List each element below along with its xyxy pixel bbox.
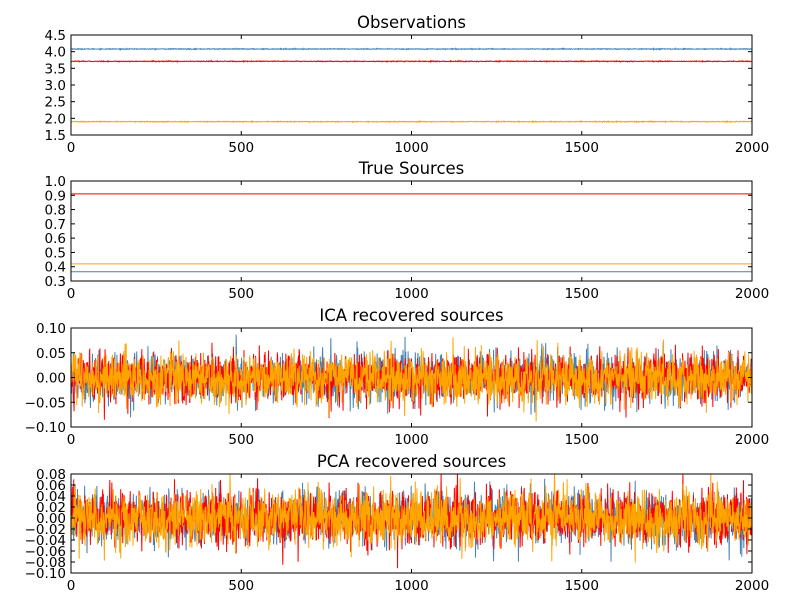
y-tick-label: −0.10 [25, 420, 66, 436]
y-tick-label: 0.10 [36, 321, 66, 337]
chart-panel-3: 0 500 1000 1500 2000 −0.10 −0.05 0.00 0.05 0.10 IC… [25, 306, 770, 448]
y-tick-label: 1.5 [45, 128, 66, 144]
y-tick-label: 0.00 [36, 371, 66, 387]
y-tick-label: 0.05 [36, 346, 66, 362]
x-tick-label: 0 [67, 286, 76, 302]
y-tick-label: 0.7 [45, 217, 66, 233]
chart-panel-4: 0 500 1000 1500 2000 −0.10−0.08−0.06−0.04−0.0… [25, 452, 770, 594]
x-tick-label: 500 [228, 432, 254, 448]
series-group [71, 193, 752, 273]
y-tick-label: 0.00 [36, 511, 66, 527]
y-tick-label: −0.02 [25, 522, 66, 538]
y-tick-label: −0.10 [25, 566, 66, 582]
series-group [71, 474, 752, 569]
chart-title: PCA recovered sources [317, 452, 506, 471]
x-tick-label: 500 [228, 286, 254, 302]
y-tick-label: 0.6 [45, 231, 66, 247]
series-line-3 [71, 119, 752, 124]
y-tick-label: 4.5 [45, 28, 66, 44]
x-tick-label: 2000 [735, 432, 769, 448]
y-tick-label: 0.8 [45, 203, 66, 219]
y-tick-label: 4.0 [45, 45, 66, 61]
chart-panel-2: 0 500 1000 1500 2000 0.30.40.50.60.70.80.91.0… [45, 159, 770, 302]
x-tick-label: 500 [228, 578, 254, 594]
y-tick-label: 1.0 [45, 174, 66, 190]
y-tick-label: 0.4 [45, 260, 66, 276]
axes-frame [70, 180, 753, 282]
x-tick-label: 1000 [394, 432, 428, 448]
y-tick-label: 2.0 [45, 111, 66, 127]
y-tick-label: −0.08 [25, 555, 66, 571]
x-tick-label: 1500 [565, 578, 599, 594]
y-tick-label: 2.5 [45, 95, 66, 111]
series-line-1 [71, 47, 752, 52]
chart-title: ICA recovered sources [319, 306, 503, 325]
x-tick-label: 0 [67, 432, 76, 448]
y-tick-label: 3.5 [45, 61, 66, 77]
x-tick-label: 1000 [394, 286, 428, 302]
y-tick-label: 0.5 [45, 245, 66, 261]
y-tick-label: 3.0 [45, 78, 66, 94]
x-tick-label: 1500 [565, 140, 599, 156]
y-tick-label: 0.3 [45, 274, 66, 290]
y-tick-label: 0.08 [36, 467, 66, 483]
y-tick-label: 0.02 [36, 500, 66, 516]
series-group [71, 47, 752, 124]
x-tick-label: 1500 [565, 432, 599, 448]
x-tick-label: 2000 [735, 286, 769, 302]
x-tick-label: 1000 [394, 140, 428, 156]
y-tick-label: −0.05 [25, 395, 66, 411]
x-tick-label: 0 [67, 140, 76, 156]
chart-panel-1: 0 500 1000 1500 2000 1.52.02.53.03.54.04.5 Obs… [45, 13, 770, 156]
y-tick-label: 0.04 [36, 489, 66, 505]
y-tick-label: 0.9 [45, 188, 66, 204]
x-tick-label: 2000 [735, 140, 769, 156]
x-tick-label: 1500 [565, 286, 599, 302]
series-line-2 [71, 59, 752, 64]
chart-title: True Sources [358, 159, 465, 178]
x-tick-label: 500 [228, 140, 254, 156]
series-line-3 [71, 474, 752, 563]
chart-title: Observations [357, 13, 466, 32]
x-tick-label: 0 [67, 578, 76, 594]
series-line-3 [71, 337, 752, 422]
y-tick-label: 0.06 [36, 478, 66, 494]
x-tick-label: 1000 [394, 578, 428, 594]
series-group [71, 334, 752, 422]
y-tick-label: −0.06 [25, 544, 66, 560]
y-tick-label: −0.04 [25, 533, 66, 549]
x-tick-label: 2000 [735, 578, 769, 594]
